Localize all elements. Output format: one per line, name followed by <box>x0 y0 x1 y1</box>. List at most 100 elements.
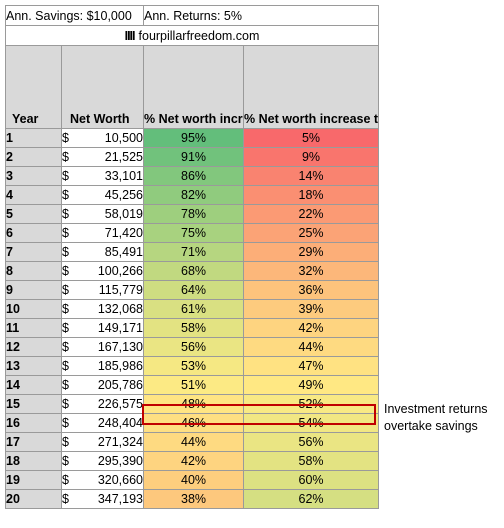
table-row: 12 $167,130 56% 44% <box>5 337 380 357</box>
net-worth-cell[interactable]: $167,130 <box>60 337 145 357</box>
year-cell[interactable]: 7 <box>5 242 62 262</box>
net-worth-cell[interactable]: $295,390 <box>60 451 145 471</box>
year-cell[interactable]: 18 <box>5 451 62 471</box>
net-worth-cell[interactable]: $132,068 <box>60 299 145 319</box>
savings-share-cell[interactable]: 53% <box>143 356 245 376</box>
returns-share-cell[interactable]: 49% <box>243 375 380 395</box>
net-worth-value: 149,171 <box>97 321 144 335</box>
savings-share-cell[interactable]: 58% <box>143 318 245 338</box>
net-worth-cell[interactable]: $271,324 <box>60 432 145 452</box>
currency-symbol: $ <box>62 283 69 297</box>
currency-symbol: $ <box>62 378 69 392</box>
annual-savings-cell[interactable]: Ann. Savings: $10,000 <box>4 5 145 26</box>
savings-share-cell[interactable]: 56% <box>143 337 245 357</box>
year-cell[interactable]: 10 <box>5 299 62 319</box>
savings-share-cell[interactable]: 91% <box>143 147 245 167</box>
returns-share-cell[interactable]: 42% <box>243 318 380 338</box>
savings-share-cell[interactable]: 86% <box>143 166 245 186</box>
year-cell[interactable]: 9 <box>5 280 62 300</box>
savings-share-cell[interactable]: 71% <box>143 242 245 262</box>
year-cell[interactable]: 4 <box>5 185 62 205</box>
returns-share-cell[interactable]: 54% <box>243 413 380 433</box>
returns-share-cell[interactable]: 32% <box>243 261 380 281</box>
savings-share-cell[interactable]: 46% <box>143 413 245 433</box>
returns-share-cell[interactable]: 56% <box>243 432 380 452</box>
currency-symbol: $ <box>62 435 69 449</box>
savings-share-cell[interactable]: 44% <box>143 432 245 452</box>
net-worth-cell[interactable]: $149,171 <box>60 318 145 338</box>
savings-share-cell[interactable]: 64% <box>143 280 245 300</box>
net-worth-cell[interactable]: $71,420 <box>60 223 145 243</box>
returns-share-cell[interactable]: 9% <box>243 147 380 167</box>
returns-share-cell[interactable]: 36% <box>243 280 380 300</box>
year-cell[interactable]: 8 <box>5 261 62 281</box>
net-worth-cell[interactable]: $205,786 <box>60 375 145 395</box>
net-worth-cell[interactable]: $10,500 <box>60 128 145 148</box>
header-returns-share[interactable]: % Net worth increase that came from inve… <box>243 45 380 129</box>
net-worth-cell[interactable]: $21,525 <box>60 147 145 167</box>
net-worth-cell[interactable]: $45,256 <box>60 185 145 205</box>
net-worth-cell[interactable]: $115,779 <box>60 280 145 300</box>
net-worth-cell[interactable]: $347,193 <box>60 489 145 509</box>
net-worth-cell[interactable]: $100,266 <box>60 261 145 281</box>
year-cell[interactable]: 14 <box>5 375 62 395</box>
currency-symbol: $ <box>62 226 69 240</box>
savings-share-cell[interactable]: 78% <box>143 204 245 224</box>
returns-share-cell[interactable]: 18% <box>243 185 380 205</box>
returns-share-cell[interactable]: 62% <box>243 489 380 509</box>
year-cell[interactable]: 17 <box>5 432 62 452</box>
savings-share-cell[interactable]: 38% <box>143 489 245 509</box>
year-cell[interactable]: 1 <box>5 128 62 148</box>
year-cell[interactable]: 12 <box>5 337 62 357</box>
returns-share-cell[interactable]: 52% <box>243 394 380 414</box>
returns-share-cell[interactable]: 47% <box>243 356 380 376</box>
returns-share-cell[interactable]: 29% <box>243 242 380 262</box>
savings-share-cell[interactable]: 68% <box>143 261 245 281</box>
savings-share-cell[interactable]: 48% <box>143 394 245 414</box>
table-row: 10 $132,068 61% 39% <box>5 299 380 319</box>
year-cell[interactable]: 11 <box>5 318 62 338</box>
currency-symbol: $ <box>62 397 69 411</box>
returns-share-cell[interactable]: 5% <box>243 128 380 148</box>
year-cell[interactable]: 3 <box>5 166 62 186</box>
year-cell[interactable]: 15 <box>5 394 62 414</box>
year-cell[interactable]: 19 <box>5 470 62 490</box>
net-worth-cell[interactable]: $320,660 <box>60 470 145 490</box>
returns-share-cell[interactable]: 58% <box>243 451 380 471</box>
savings-share-cell[interactable]: 40% <box>143 470 245 490</box>
year-cell[interactable]: 20 <box>5 489 62 509</box>
returns-share-cell[interactable]: 22% <box>243 204 380 224</box>
annual-returns-cell[interactable]: Ann. Returns: 5% <box>143 5 380 26</box>
net-worth-cell[interactable]: $248,404 <box>60 413 145 433</box>
net-worth-value: 185,986 <box>97 359 144 373</box>
returns-share-cell[interactable]: 25% <box>243 223 380 243</box>
header-savings-share[interactable]: % Net worth increase that came from savi… <box>143 45 245 129</box>
table-row: 15 $226,575 48% 52% <box>5 394 380 414</box>
year-cell[interactable]: 6 <box>5 223 62 243</box>
returns-share-cell[interactable]: 44% <box>243 337 380 357</box>
savings-share-cell[interactable]: 42% <box>143 451 245 471</box>
net-worth-value: 115,779 <box>98 283 144 297</box>
savings-share-cell[interactable]: 75% <box>143 223 245 243</box>
net-worth-cell[interactable]: $226,575 <box>60 394 145 414</box>
year-cell[interactable]: 16 <box>5 413 62 433</box>
assumptions-row: Ann. Savings: $10,000 Ann. Returns: 5% <box>4 5 380 26</box>
year-cell[interactable]: 5 <box>5 204 62 224</box>
savings-share-cell[interactable]: 95% <box>143 128 245 148</box>
savings-share-cell[interactable]: 82% <box>143 185 245 205</box>
savings-share-cell[interactable]: 51% <box>143 375 245 395</box>
returns-share-cell[interactable]: 60% <box>243 470 380 490</box>
net-worth-cell[interactable]: $185,986 <box>60 356 145 376</box>
header-net-worth[interactable]: Net Worth <box>60 45 145 129</box>
returns-share-cell[interactable]: 14% <box>243 166 380 186</box>
year-cell[interactable]: 13 <box>5 356 62 376</box>
net-worth-cell[interactable]: $58,019 <box>60 204 145 224</box>
site-cell[interactable]: IIII fourpillarfreedom.com <box>4 25 380 46</box>
net-worth-cell[interactable]: $85,491 <box>60 242 145 262</box>
net-worth-value: 45,256 <box>104 188 144 202</box>
net-worth-cell[interactable]: $33,101 <box>60 166 145 186</box>
year-cell[interactable]: 2 <box>5 147 62 167</box>
returns-share-cell[interactable]: 39% <box>243 299 380 319</box>
header-year[interactable]: Year <box>5 45 62 129</box>
savings-share-cell[interactable]: 61% <box>143 299 245 319</box>
